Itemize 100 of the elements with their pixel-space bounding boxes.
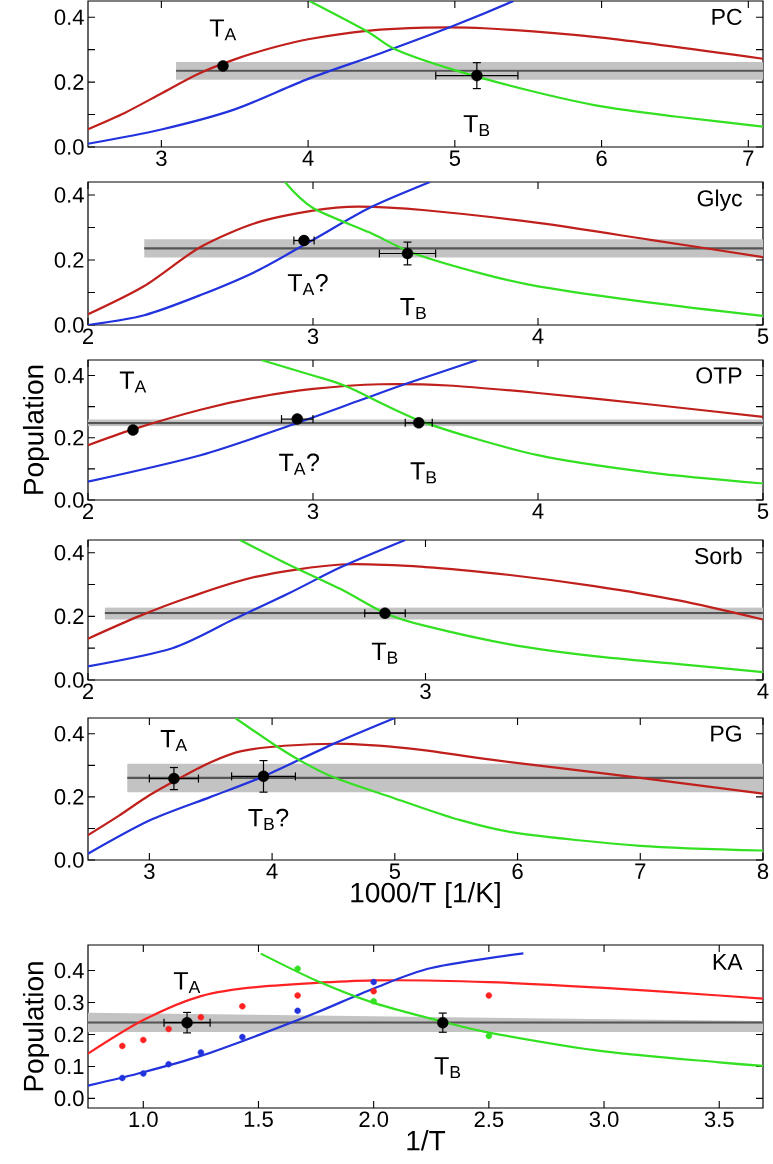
- point: [294, 1007, 301, 1015]
- x-axis-title: 1/T: [407, 1129, 446, 1151]
- x-tick-label: 4: [757, 683, 769, 699]
- point: [165, 1025, 172, 1033]
- point: [140, 1070, 147, 1077]
- y-tick-label: 0.3: [54, 994, 84, 1011]
- x-tick-label: 3.0: [589, 1111, 619, 1128]
- point: [127, 424, 139, 436]
- line-series: [88, 1, 515, 145]
- y-axis-title: Population: [22, 962, 50, 1091]
- x-tick-label: 2: [83, 328, 94, 344]
- point: [119, 1074, 126, 1082]
- chart-title: PC: [712, 8, 742, 26]
- x-tick-label: 2.0: [359, 1111, 389, 1128]
- line-series: [238, 540, 763, 674]
- y-tick-label: 0.2: [54, 608, 84, 625]
- x-tick-label: 7: [743, 150, 754, 166]
- y-tick-label: 0.0: [54, 317, 84, 333]
- x-tick-label: 1.5: [244, 1111, 273, 1127]
- x-tick-label: 2.5: [474, 1111, 504, 1128]
- y-tick-label: 0.0: [54, 672, 84, 688]
- line-series: [283, 182, 763, 317]
- chart-title: PG: [711, 725, 741, 742]
- y-tick-label: 0.2: [54, 429, 84, 446]
- annotation: T$_{A}$: [173, 972, 201, 994]
- point: [197, 1049, 205, 1056]
- x-tick-label: 4: [302, 150, 314, 166]
- chart-title: Glyc: [697, 189, 742, 211]
- y-tick-label: 0.0: [54, 492, 84, 508]
- x-tick-label: 4: [532, 503, 544, 519]
- line-series: [88, 360, 479, 483]
- point: [197, 1014, 205, 1021]
- x-tick-label: 5: [757, 503, 769, 519]
- line-series: [88, 717, 396, 855]
- line-series: [260, 360, 763, 485]
- y-tick-label: 0.4: [54, 187, 84, 203]
- x-tick-label: 3: [307, 328, 319, 345]
- annotation: T$_{B}$: [400, 298, 426, 319]
- x-tick-label: 4: [532, 328, 544, 344]
- annotation: T$_{B}$: [410, 462, 437, 484]
- point: [165, 1061, 172, 1068]
- x-tick-label: 7: [635, 863, 646, 879]
- x-tick-label: 3.5: [704, 1111, 734, 1128]
- point: [437, 1016, 449, 1029]
- point: [119, 1042, 126, 1050]
- y-tick-label: 0.2: [54, 252, 84, 268]
- x-tick-label: 2: [83, 503, 94, 519]
- point: [413, 417, 425, 429]
- annotation: T$_{A}$: [160, 730, 188, 752]
- x-axis-title: 1000/T [1/K]: [351, 881, 500, 909]
- annotation: T$_{B}$?: [248, 808, 289, 830]
- y-tick-label: 0.4: [54, 367, 84, 384]
- point: [239, 1033, 246, 1041]
- y-tick-label: 0.2: [54, 789, 84, 805]
- y-tick-label: 0.2: [54, 1026, 84, 1043]
- x-tick-label: 6: [596, 150, 607, 167]
- annotation: T$_{A}$: [209, 19, 237, 41]
- x-tick-label: 8: [757, 863, 769, 880]
- y-axis-title: Population: [22, 365, 50, 494]
- y-tick-label: 0.2: [54, 74, 84, 90]
- point: [294, 992, 301, 999]
- point: [485, 1032, 493, 1040]
- chart-title: KA: [713, 953, 743, 970]
- x-tick-label: 3: [307, 503, 319, 520]
- annotation: T$_{B}$: [434, 1057, 461, 1079]
- annotation: T$_{B}$: [371, 642, 398, 664]
- annotation: T$_{A}$?: [287, 273, 328, 296]
- y-tick-label: 0.4: [54, 725, 84, 742]
- y-tick-label: 0.0: [54, 139, 84, 155]
- point: [370, 998, 377, 1005]
- line-series: [88, 563, 763, 640]
- point: [485, 992, 493, 999]
- x-tick-label: 3: [156, 150, 167, 167]
- point: [370, 978, 377, 986]
- x-tick-label: 1.0: [129, 1111, 158, 1128]
- x-tick-label: 6: [512, 863, 523, 880]
- annotation: T$_{B}$: [463, 115, 490, 137]
- y-tick-label: 0.0: [54, 852, 84, 868]
- x-tick-label: 3: [144, 863, 155, 880]
- annotation: T$_{A}$: [119, 371, 147, 393]
- y-tick-label: 0.4: [54, 9, 84, 26]
- point: [239, 1003, 246, 1010]
- y-tick-label: 0.4: [54, 962, 84, 979]
- y-tick-label: 0.0: [54, 1090, 84, 1107]
- point: [294, 965, 301, 972]
- line-series: [88, 952, 525, 1087]
- chart-title: Sorb: [695, 547, 742, 565]
- point: [181, 1016, 193, 1029]
- point: [140, 1036, 147, 1044]
- x-tick-label: 2: [83, 683, 94, 699]
- x-tick-label: 5: [389, 863, 400, 879]
- x-tick-label: 4: [266, 863, 278, 879]
- y-tick-label: 0.4: [54, 544, 84, 561]
- x-tick-label: 5: [449, 150, 461, 166]
- x-tick-label: 3: [420, 683, 431, 700]
- y-tick-label: 0.1: [54, 1058, 84, 1075]
- chart-title: OTP: [696, 367, 742, 384]
- line-series: [234, 717, 763, 852]
- point: [291, 413, 303, 425]
- line-series: [88, 540, 407, 668]
